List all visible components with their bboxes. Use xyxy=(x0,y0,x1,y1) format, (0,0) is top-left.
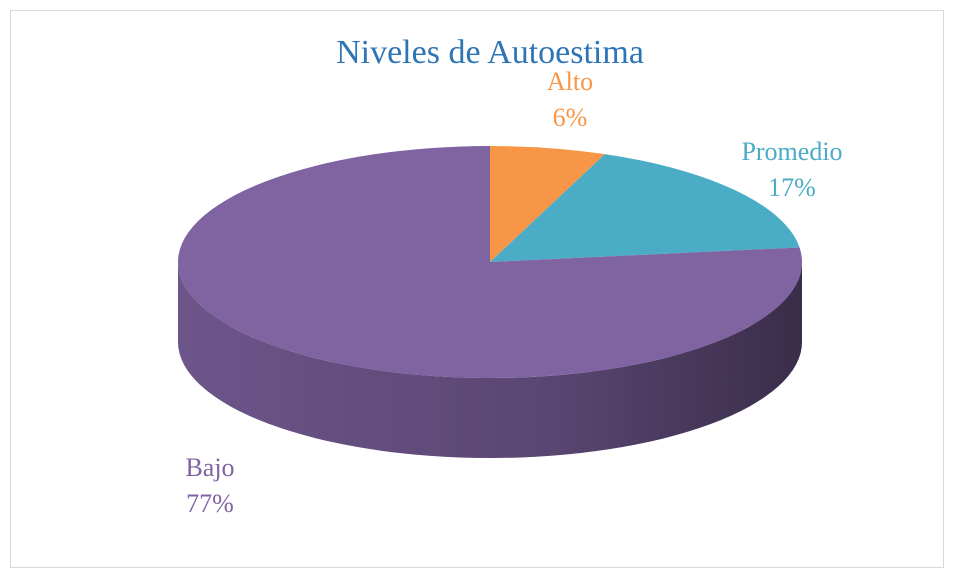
slice xyxy=(490,146,605,262)
slice-label: Alto xyxy=(547,67,593,96)
slice-value-label: 6% xyxy=(553,103,588,132)
slice xyxy=(490,154,800,262)
slice-side-shade xyxy=(178,262,802,458)
slice-label: Promedio xyxy=(741,137,842,166)
chart-title: Niveles de Autoestima xyxy=(336,34,644,71)
slice xyxy=(178,146,803,378)
slice-value-label: 17% xyxy=(768,173,816,202)
slice-label: Bajo xyxy=(185,453,234,482)
slice-value-label: 77% xyxy=(186,489,234,518)
